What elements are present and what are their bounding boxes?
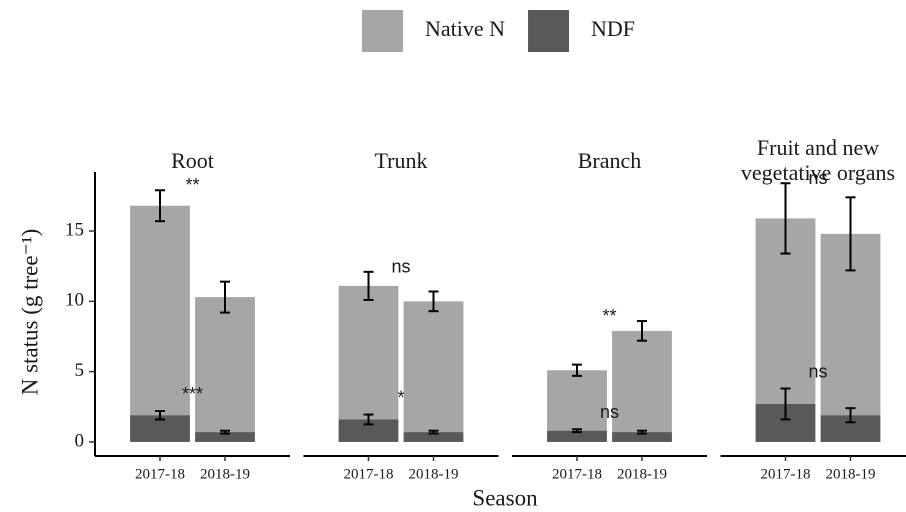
x-tick-label: 2018-19	[409, 466, 459, 482]
significance-label: ns	[808, 361, 827, 381]
error-bar	[363, 270, 374, 301]
legend-swatch	[362, 10, 403, 52]
y-axis-title: N status (g tree⁻¹)	[17, 229, 42, 396]
facet-title: Trunk	[374, 147, 428, 173]
significance-label: *	[397, 387, 404, 407]
y-tick-label: 10	[65, 290, 84, 311]
x-tick-label: 2017-18	[135, 466, 185, 482]
error-bar	[428, 290, 439, 313]
error-bar	[428, 429, 439, 435]
significance-label: ***	[182, 384, 203, 404]
facet-title: Fruit and new vegetative organs	[740, 135, 896, 185]
error-bar	[637, 429, 647, 435]
error-bar	[155, 410, 165, 421]
error-bar	[572, 428, 582, 434]
error-bar	[845, 196, 856, 272]
bar-segment	[338, 285, 399, 420]
significance-label: **	[185, 175, 199, 195]
error-bar	[845, 407, 856, 424]
error-bar	[155, 189, 165, 223]
bar-segment	[403, 301, 464, 433]
legend-swatch	[528, 10, 570, 52]
y-tick-label: 15	[65, 219, 84, 240]
bar-segment	[547, 430, 607, 442]
significance-label: ns	[600, 402, 619, 422]
x-axis-title: Season	[472, 485, 538, 510]
bar-segment	[403, 432, 464, 442]
bar-segment	[195, 432, 255, 442]
legend-label: Native N	[425, 16, 505, 41]
facet-title: Branch	[577, 147, 642, 173]
significance-label: ns	[808, 168, 827, 188]
y-tick-label: 0	[75, 430, 85, 451]
y-tick-label: 5	[75, 360, 85, 381]
bar-segment	[547, 370, 607, 431]
bar-segment	[195, 297, 255, 433]
x-tick-label: 2018-19	[200, 466, 250, 482]
x-tick-label: 2017-18	[344, 466, 394, 482]
bar-segment	[612, 330, 672, 433]
error-bar	[220, 280, 230, 314]
bar-segment	[338, 419, 399, 442]
error-bar	[363, 413, 374, 426]
error-bar	[220, 429, 230, 435]
error-bar	[780, 182, 791, 255]
x-tick-label: 2017-18	[552, 466, 602, 482]
x-tick-label: 2018-19	[617, 466, 667, 482]
significance-label: **	[602, 306, 616, 326]
significance-label: ns	[391, 257, 410, 277]
error-bar	[780, 387, 791, 421]
bar-segment	[612, 432, 672, 442]
bar-segment	[130, 205, 190, 416]
x-tick-label: 2018-19	[826, 466, 876, 482]
legend-label: NDF	[591, 16, 635, 41]
error-bar	[572, 363, 582, 377]
error-bar	[637, 320, 647, 342]
facet-title: Root	[171, 147, 214, 173]
x-tick-label: 2017-18	[761, 466, 811, 482]
